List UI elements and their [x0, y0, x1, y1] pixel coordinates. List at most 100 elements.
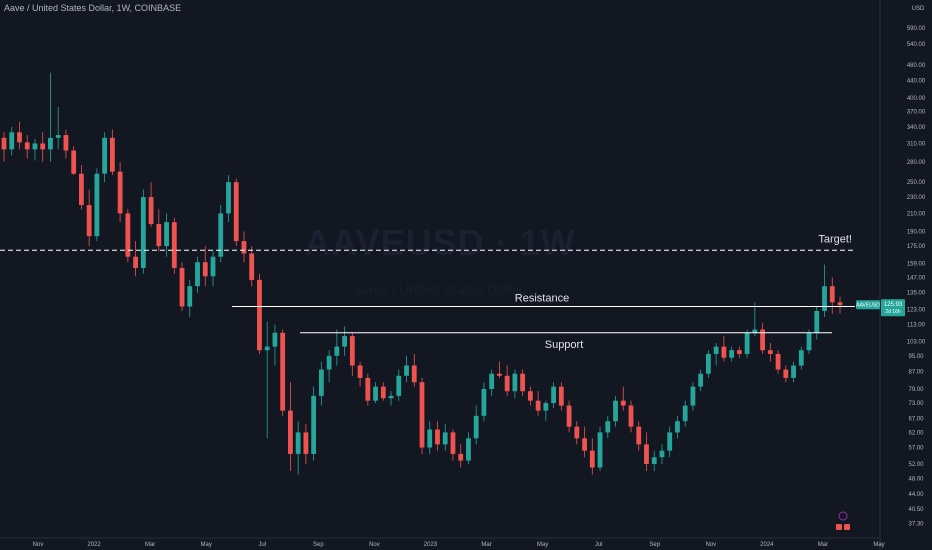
candle-body	[388, 395, 394, 399]
candle-body	[71, 150, 77, 174]
candle-body	[497, 373, 502, 376]
y-tick-label: 57.00	[908, 446, 924, 452]
candle-body	[822, 286, 827, 311]
x-tick-label: Mar	[145, 542, 155, 548]
y-tick-label: 48.00	[908, 476, 924, 482]
x-tick-label: Nov	[369, 542, 380, 548]
candle-body	[706, 353, 711, 374]
candle-body	[311, 395, 317, 454]
candle-body	[86, 205, 92, 237]
candle-body	[520, 373, 526, 392]
candle-body	[589, 450, 595, 468]
candle-body	[721, 346, 727, 358]
candle-body	[489, 373, 495, 389]
candle-body	[9, 132, 15, 150]
x-tick-label: May	[201, 542, 212, 548]
x-tick-label: Sep	[313, 542, 324, 548]
candle-body	[179, 267, 185, 307]
candle-body	[481, 388, 487, 416]
candle-body	[682, 405, 688, 422]
y-tick-label: 52.00	[908, 462, 924, 468]
candle-body	[202, 262, 208, 277]
candle-body	[442, 432, 448, 445]
x-tick-label: 2023	[424, 542, 438, 548]
symbol-watermark: AAVEUSD · 1W	[304, 222, 576, 263]
y-tick-label: 340.00	[907, 125, 926, 131]
candle-body	[582, 438, 587, 451]
candle-body	[326, 355, 332, 370]
y-tick-label: 370.00	[907, 110, 926, 116]
candle-body	[698, 373, 704, 387]
candle-body	[736, 350, 742, 354]
level-label: Target!	[818, 233, 852, 245]
candle-body	[814, 310, 820, 333]
candle-body	[783, 369, 789, 378]
candle-body	[210, 256, 216, 277]
candle-body	[566, 405, 572, 427]
candle-body	[458, 453, 464, 461]
candle-body	[791, 365, 796, 378]
candle-body	[17, 132, 22, 143]
y-tick-label: 590.00	[907, 26, 926, 32]
candle-body	[148, 197, 154, 224]
candle-body	[318, 369, 324, 396]
x-tick-label: 2022	[87, 542, 101, 548]
candle-body	[512, 373, 518, 392]
candle-body	[659, 450, 665, 458]
candle-body	[628, 405, 634, 427]
candle-body	[365, 377, 371, 401]
candle-body	[171, 222, 177, 268]
y-tick-label: 210.00	[907, 211, 926, 217]
candle-body	[620, 400, 626, 406]
candle-body	[249, 253, 255, 280]
candle-body	[527, 391, 533, 401]
candle-body	[473, 415, 479, 439]
candle-body	[288, 410, 293, 454]
y-tick-label: 113.00	[907, 323, 926, 329]
chart-title: Aave / United States Dollar, 1W, COINBAS…	[4, 3, 182, 13]
candle-body	[504, 375, 510, 392]
candle-body	[837, 302, 843, 306]
candle-body	[264, 346, 270, 351]
candle-body	[396, 375, 402, 396]
symbol-watermark-subtitle: Aave / United States Dollar	[355, 281, 525, 297]
candle-body	[342, 336, 347, 347]
candle-body	[349, 336, 355, 366]
y-tick-label: 44.00	[908, 492, 924, 498]
candle-body	[806, 332, 812, 351]
candle-body	[404, 365, 409, 376]
candle-body	[667, 432, 673, 451]
event-marker-icon	[838, 511, 848, 521]
candle-body	[543, 403, 549, 411]
candle-body	[636, 426, 642, 445]
y-tick-label: 540.00	[907, 42, 926, 48]
candle-body	[140, 197, 146, 268]
candle-body	[272, 332, 278, 347]
y-tick-label: 190.00	[907, 229, 926, 235]
x-tick-label: Nov	[705, 542, 716, 548]
candle-body	[644, 444, 649, 464]
candle-body	[713, 346, 719, 354]
candle-body	[380, 386, 386, 399]
y-tick-label: 40.50	[908, 507, 924, 513]
candle-body	[535, 400, 541, 411]
candle-body	[690, 386, 696, 406]
candle-body	[605, 421, 611, 433]
candle-body	[1, 137, 7, 150]
candle-body	[466, 438, 471, 461]
symbol-badge	[856, 300, 880, 310]
candle-body	[63, 135, 69, 151]
y-tick-label: 37.30	[908, 522, 924, 528]
y-axis-unit-label: USD	[912, 6, 925, 12]
y-tick-label: 67.00	[908, 416, 924, 422]
candle-body	[551, 386, 556, 404]
candle-body	[729, 350, 735, 358]
candle-body	[187, 286, 193, 307]
y-tick-label: 87.00	[908, 370, 924, 376]
flag-icon	[836, 524, 842, 530]
current-price-badge	[881, 299, 905, 317]
candle-body	[373, 386, 378, 401]
y-tick-label: 147.00	[907, 275, 926, 281]
